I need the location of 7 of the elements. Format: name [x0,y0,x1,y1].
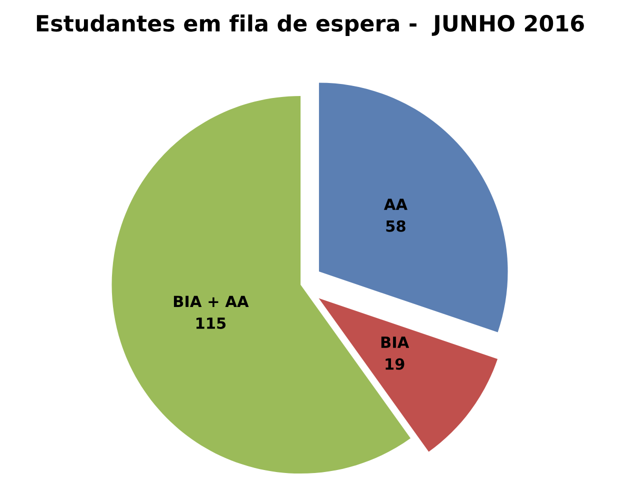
slice-label: BIA [381,336,410,348]
data-label: 58 [386,220,406,232]
data-label: 19 [386,358,404,370]
slice-label: BIA + AA [174,296,249,307]
data-label: 115 [196,318,226,329]
slice-label: AA [384,198,408,210]
chart-title: Estudantes em fila de espera - JUNHO 2016 [36,14,584,36]
